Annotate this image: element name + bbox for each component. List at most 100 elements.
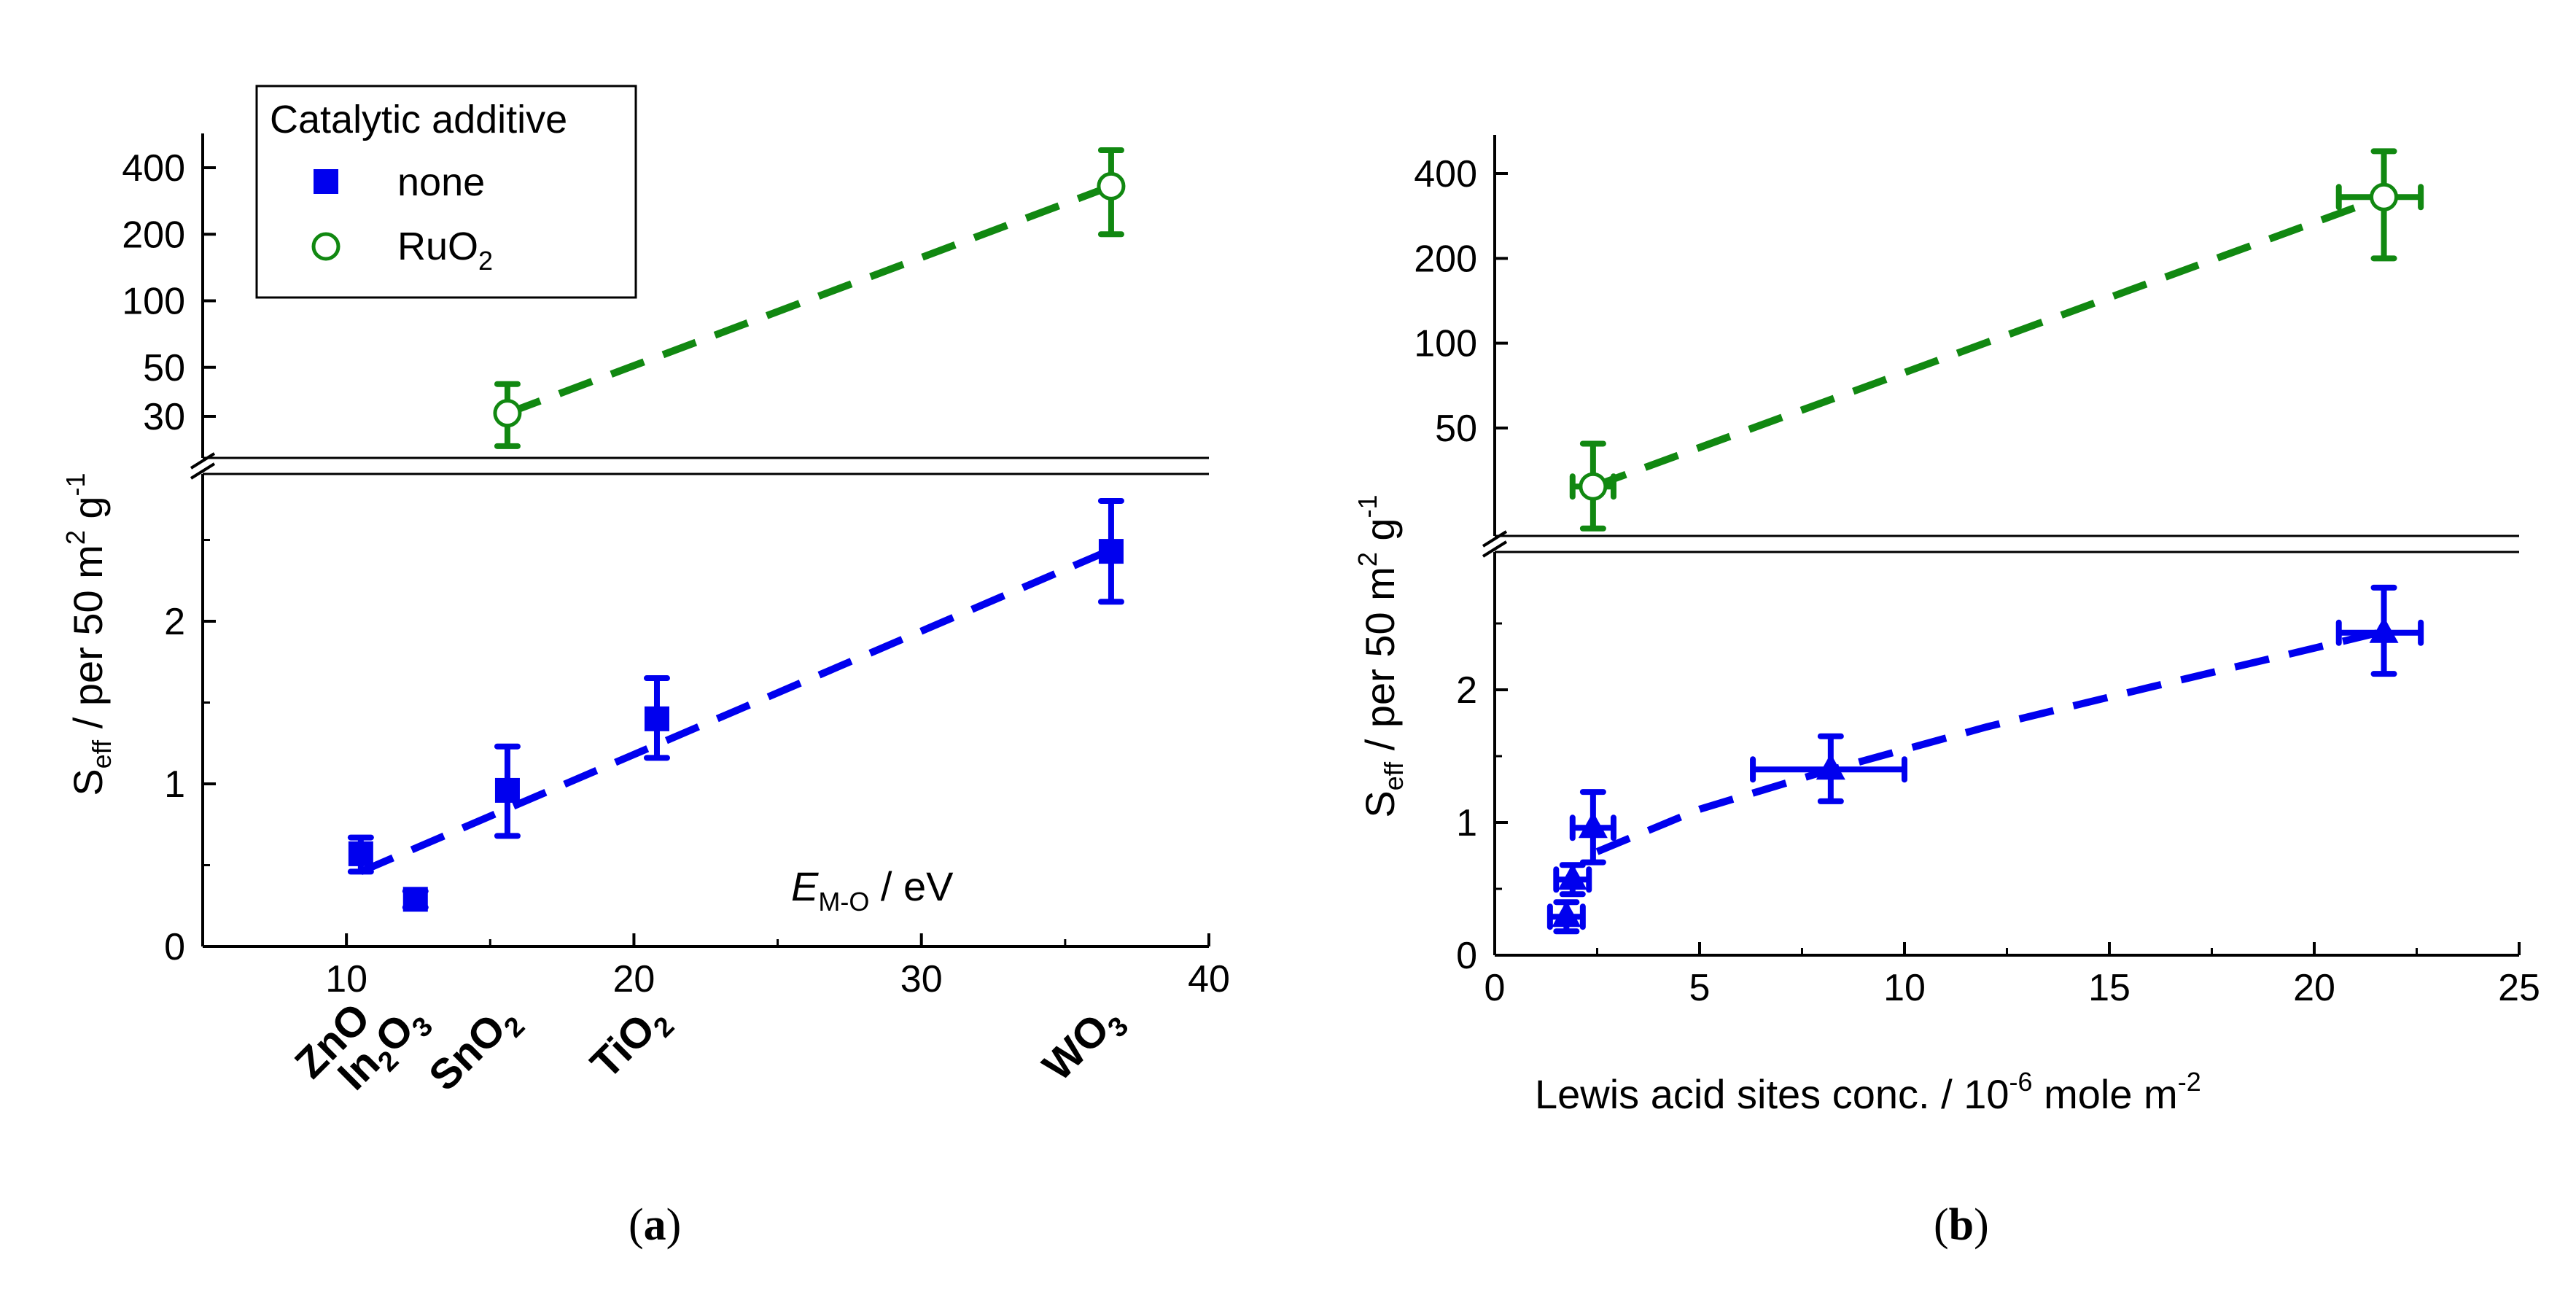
y-tick-label: 100 [1414,323,1477,365]
y-tick-label: 2 [164,601,185,643]
legend-label-sub: 2 [478,246,493,276]
x-tick-label: 0 [1484,967,1506,1009]
legend-label: none [397,160,485,204]
x-tick-label: 15 [2088,967,2131,1009]
legend-marker-square [314,169,338,194]
y-axis-title-sub: eff [1379,761,1409,790]
x-axis-title-sub: M-O [818,887,869,917]
legend-marker-circle [311,232,341,261]
y-axis-title-sup2: -1 [61,472,90,496]
x-tick-label: 10 [1883,967,1926,1009]
y-tick-label: 400 [122,147,185,190]
marker-open-circle [493,399,522,428]
fit-curve [1595,628,2385,855]
data-point [1750,733,1907,804]
y-tick-label: 100 [122,281,185,323]
x-tick-label: 5 [1689,967,1711,1009]
x-axis-title-rest: / eV [869,863,954,909]
y-tick-label: 30 [143,396,185,438]
x-axis-title-sup1: -6 [2009,1067,2033,1097]
axis-break-mark [190,462,216,480]
x-axis-title: Lewis acid sites conc. / 10-6 mole m-2 [1535,1067,2201,1117]
data-point [1097,147,1126,238]
caption-paren-close: ) [1974,1200,1989,1250]
y-axis-title-mid: / per 50 m [1357,567,1403,762]
x-axis-title-sup2: -2 [2178,1067,2201,1097]
data-point [347,834,374,875]
caption-paren-close: ) [666,1200,682,1250]
marker-open-circle [1579,472,1608,501]
y-tick-label: 200 [1414,238,1477,280]
y-axis-title: Seff / per 50 m2 g-1 [1353,494,1409,817]
x-axis-title-main: E [791,863,819,909]
marker-triangle [1816,753,1845,780]
marker-triangle [1552,901,1581,928]
x-axis-title-main: Lewis acid sites conc. / 10 [1535,1071,2009,1117]
y-tick-label: 1 [164,763,185,806]
marker-open-circle [2370,182,2399,211]
x-tick-label: 20 [613,958,655,1000]
marker-square [494,777,520,803]
x-tick-label: 30 [900,958,943,1000]
y-axis-title-sup2: -1 [1353,494,1382,518]
legend-title: Catalytic additive [270,98,567,141]
data-point [493,381,522,449]
y-tick-label: 50 [1435,408,1477,450]
x-tick-label: 40 [1188,958,1230,1000]
x-tick-label: 20 [2293,967,2335,1009]
y-axis-title-sup1: 2 [61,530,90,545]
y-tick-label: 2 [1456,669,1477,712]
category-label-SnO2: SnO2 [420,994,531,1105]
y-tick-label: 200 [122,214,185,256]
category-label-WO3: WO3 [1034,994,1135,1095]
marker-open-circle [1097,171,1126,201]
data-point [1569,789,1616,866]
axis-break-mark [190,452,216,470]
y-axis-title-sup1: 2 [1353,552,1382,567]
marker-triangle [2369,616,2399,643]
y-tick-label: 400 [1414,153,1477,195]
x-axis-title-mid: mole m [2033,1071,2178,1117]
caption-letter: b [1949,1200,1974,1250]
series-none [1546,584,2424,935]
marker-square [402,887,428,912]
legend-label-text: none [397,160,485,204]
marker-square [1098,539,1124,564]
y-tick-label: 0 [1456,935,1477,977]
caption-paren-open: ( [1934,1200,1949,1250]
y-axis-title-sub: eff [87,739,117,769]
axis-break-mark [1482,540,1508,558]
marker-square [644,706,669,731]
data-point [1569,440,1616,532]
data-point [402,887,429,912]
caption-paren-open: ( [629,1200,644,1250]
series-RuO2 [1569,148,2424,532]
x-axis-title: EM-O / eV [791,863,954,917]
y-tick-label: 0 [164,926,185,968]
data-point [1097,497,1124,605]
y-axis-title: Seff / per 50 m2 g-1 [61,472,117,796]
panel-caption: (a) [629,1200,681,1250]
marker-triangle [1578,812,1608,839]
series-none [347,497,1124,912]
y-axis-title-main: S [65,769,111,796]
legend: Catalytic additive none RuO2 [255,85,637,299]
y-tick-label: 50 [143,347,185,389]
data-point [2335,148,2424,262]
series-RuO2 [493,147,1126,449]
legend-label: RuO2 [397,225,493,276]
data-point [643,675,670,761]
axis-break-mark [1482,530,1508,548]
y-tick-label: 1 [1456,802,1477,844]
caption-letter: a [644,1200,666,1250]
y-axis-title-mid: / per 50 m [65,545,111,740]
data-point [2335,584,2424,677]
x-tick-label: 25 [2498,967,2540,1009]
fit-line [1592,193,2386,490]
y-axis-title-mid2: g [1357,518,1403,552]
data-point [494,743,521,839]
data-point [1546,899,1586,935]
